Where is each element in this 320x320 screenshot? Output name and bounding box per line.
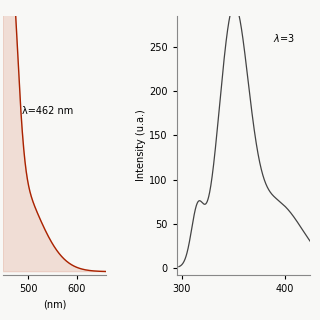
Text: $\lambda$=3: $\lambda$=3 <box>273 32 295 44</box>
Y-axis label: Intensity (u.a.): Intensity (u.a.) <box>136 110 147 181</box>
X-axis label: (nm): (nm) <box>43 300 66 310</box>
Text: λ=462 nm: λ=462 nm <box>22 107 73 116</box>
